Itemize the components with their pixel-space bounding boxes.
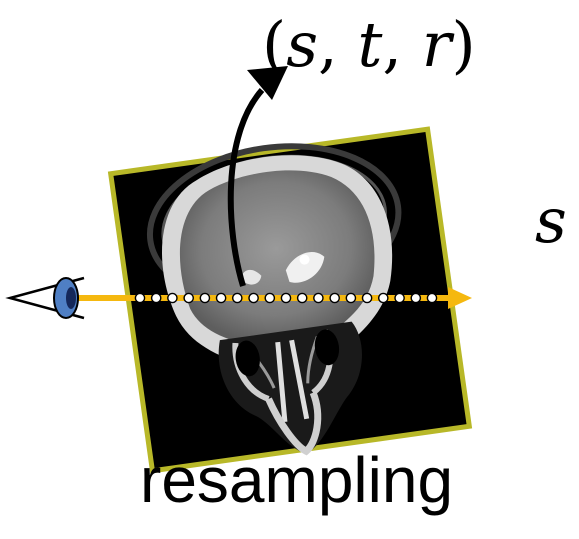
mapping-arrow [227, 66, 288, 287]
sample-point [329, 292, 341, 304]
sample-point [264, 292, 276, 304]
partial-symbol: s [535, 184, 567, 257]
coord-sep-1: , [318, 8, 358, 81]
sample-point [361, 292, 373, 304]
sample-point [426, 292, 438, 304]
caption-resampling: resampling [140, 444, 454, 516]
ray-arrowhead [448, 287, 472, 309]
sample-point [313, 292, 324, 304]
sample-point [167, 292, 178, 304]
sample-point [248, 292, 259, 304]
eye-icon [5, 276, 85, 320]
sample-points [134, 292, 438, 304]
sample-point [280, 292, 292, 304]
coord-t: t [357, 8, 383, 81]
sample-point [296, 292, 308, 304]
coord-s: s [286, 8, 319, 81]
mapping-arrowhead [247, 66, 288, 100]
sample-point [410, 292, 422, 304]
coord-open-paren: ( [262, 8, 287, 81]
sample-point [394, 292, 405, 304]
coord-sep-2: , [382, 8, 422, 81]
sample-point [134, 292, 146, 304]
sample-point [377, 292, 389, 304]
ct-skull-slice [146, 143, 402, 456]
sample-point [231, 292, 243, 304]
coordinate-label: (s, t, r) [262, 14, 476, 76]
sample-point [150, 292, 162, 304]
coord-r: r [421, 8, 452, 81]
coord-close-paren: ) [451, 8, 476, 81]
sample-point [345, 292, 357, 304]
sample-point [215, 292, 227, 304]
sample-point [199, 292, 211, 304]
sample-point [183, 292, 194, 304]
